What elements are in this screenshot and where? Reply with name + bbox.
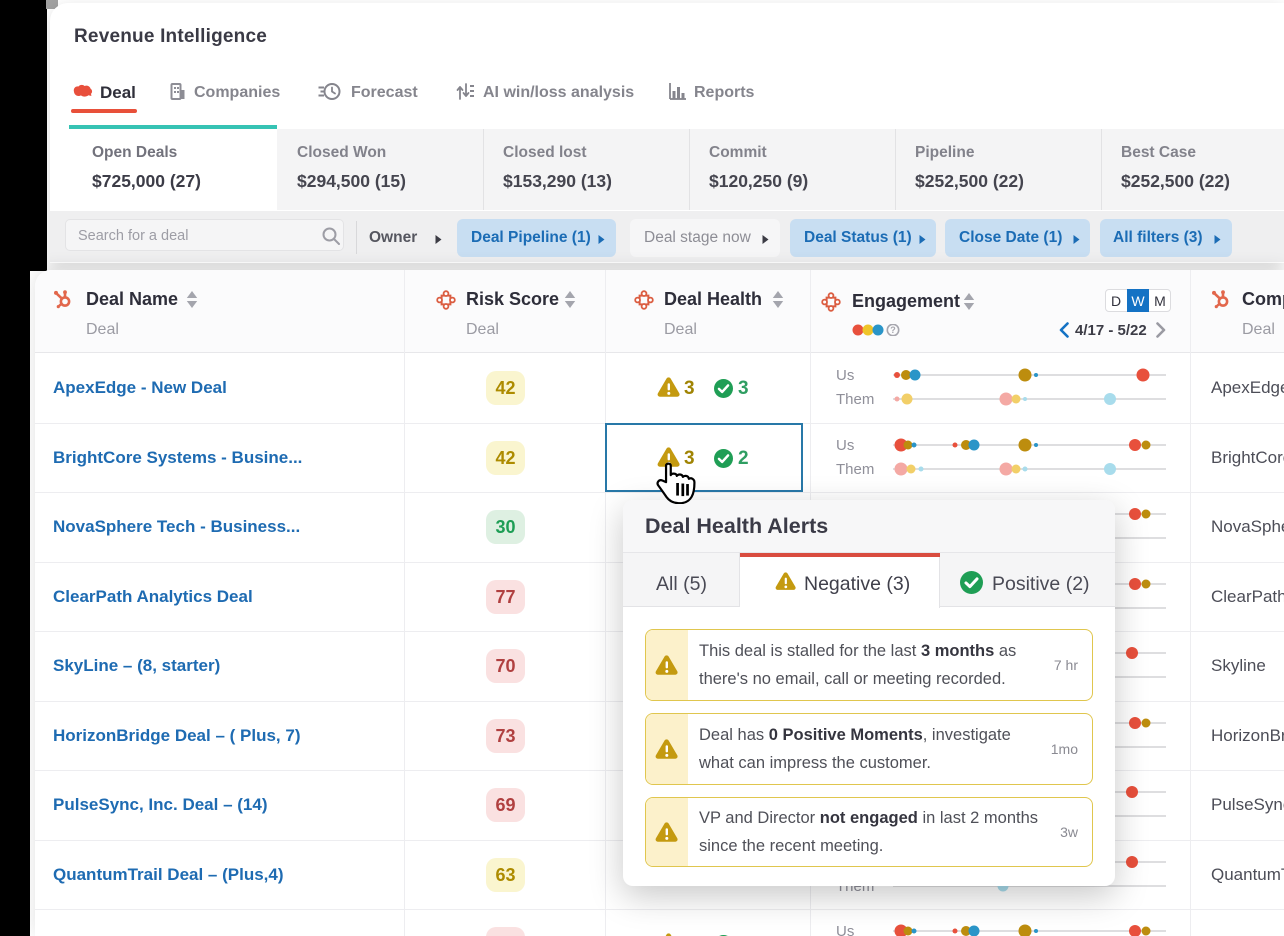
svg-text:?: ? (890, 325, 896, 335)
